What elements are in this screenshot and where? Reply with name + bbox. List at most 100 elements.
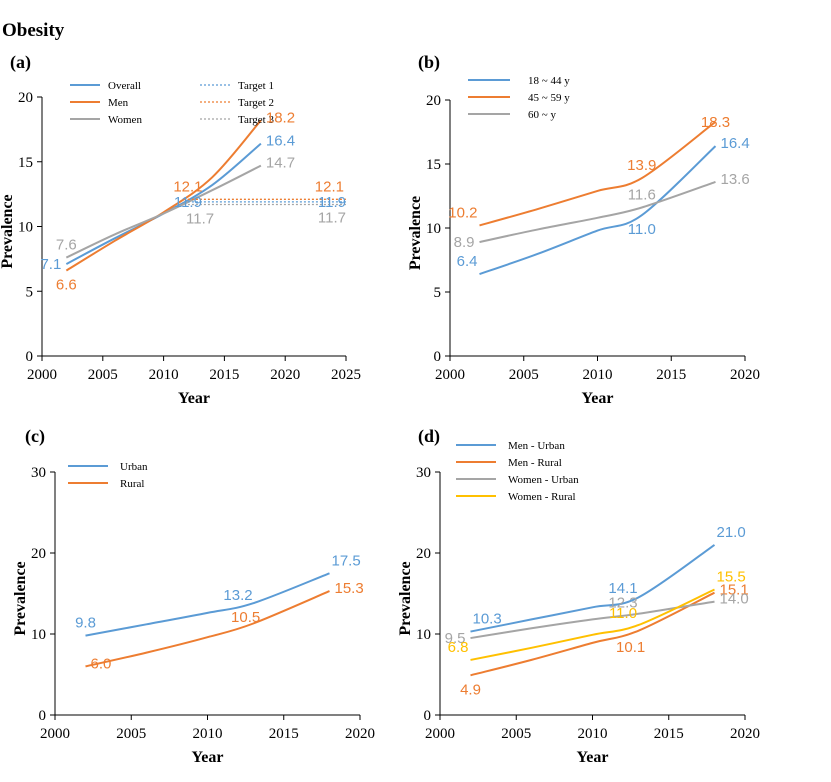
legend-label: Men - Urban (508, 440, 565, 452)
data-label: 18.2 (266, 109, 295, 126)
x-tick-label: 2020 (730, 726, 760, 742)
legend-label: Urban (120, 461, 148, 473)
legend-label: Overall (108, 80, 141, 92)
legend-item: 18 ~ 44 y (468, 75, 570, 87)
x-tick-label: 2015 (209, 367, 239, 383)
data-label: 11.7 (186, 210, 214, 227)
x-tick-label: 2015 (656, 367, 686, 383)
legend-item: Women - Urban (456, 474, 579, 486)
y-tick-label: 10 (18, 220, 33, 236)
legend-label: Women - Urban (508, 474, 579, 486)
data-label: 11.9 (318, 194, 346, 211)
x-tick-label: 2010 (578, 726, 608, 742)
panel-a: (a) 2000 2005 2010 2015 2020 2025 0 5 10 15 20 Year P… (0, 52, 361, 407)
panel-b: (b) 2000 2005 2010 2015 2020 0 5 10 15 20 Year Preva… (407, 52, 760, 407)
data-label: 15.3 (335, 580, 364, 597)
panel-label-a: (a) (10, 52, 31, 73)
data-label: 14.1 (608, 580, 637, 597)
legend-label: Women - Rural (508, 491, 576, 503)
x-tick-label: 2000 (435, 367, 465, 383)
legend-item: Men (70, 97, 129, 109)
x-tick-label: 2000 (27, 367, 57, 383)
legend-item: 45 ~ 59 y (468, 92, 570, 104)
series-line-men-rural (470, 591, 715, 677)
series-line-men-urban (470, 544, 716, 633)
series-line-overall (65, 142, 262, 265)
x-tick-label: 2015 (654, 726, 684, 742)
series-line-45-59-y (479, 121, 717, 227)
legend-label: Men (108, 97, 129, 109)
y-axis-title: Prevalence (407, 196, 424, 270)
y-tick-label: 0 (424, 708, 432, 724)
y-tick-label: 20 (31, 546, 46, 562)
data-label: 13.9 (627, 157, 656, 174)
x-axis-title: Year (582, 390, 614, 407)
series-line-men (65, 119, 262, 272)
data-label: 4.9 (460, 681, 481, 698)
legend-label: Target 3 (238, 114, 274, 126)
data-label: 14.7 (266, 155, 295, 172)
data-label: 11.6 (628, 187, 656, 204)
x-tick-label: 2020 (345, 726, 375, 742)
series-line-women (65, 164, 262, 259)
data-label: 11.7 (318, 209, 346, 226)
legend-item: Rural (68, 478, 144, 490)
y-tick-label: 0 (39, 708, 47, 724)
data-label: 13.2 (223, 587, 252, 604)
x-tick-label: 2010 (583, 367, 613, 383)
y-tick-label: 10 (426, 221, 441, 237)
panel-label-b: (b) (418, 52, 440, 73)
y-axis-title: Prevalence (397, 561, 414, 635)
data-label: 9.8 (75, 615, 96, 632)
series-line-18-44-y (479, 145, 717, 276)
y-tick-label: 10 (416, 627, 431, 643)
y-tick-label: 30 (416, 465, 431, 481)
y-tick-label: 15 (426, 157, 441, 173)
legend-item: Men - Rural (456, 457, 562, 469)
data-label: 12.1 (315, 178, 344, 195)
data-label: 10.2 (448, 204, 477, 221)
legend-label: Target 1 (238, 80, 274, 92)
data-label: 16.4 (721, 135, 750, 152)
legend-label: Men - Rural (508, 457, 562, 469)
data-label: 12.3 (608, 594, 637, 611)
legend-label: Women (108, 114, 142, 126)
data-label: 17.5 (332, 552, 361, 569)
series-line-urban (85, 572, 330, 637)
legend-item: Men - Urban (456, 440, 565, 452)
x-axis-title: Year (178, 390, 210, 407)
y-tick-label: 15 (18, 155, 33, 171)
x-tick-label: 2025 (331, 367, 361, 383)
x-tick-label: 2020 (730, 367, 760, 383)
data-label: 11.9 (174, 194, 202, 211)
series-line-rural (85, 590, 330, 668)
panel-label-d: (d) (418, 426, 440, 447)
panel-label-c: (c) (25, 426, 45, 447)
data-label: 10.3 (473, 611, 502, 628)
legend-item: Overall (70, 80, 141, 92)
data-label: 11.0 (628, 221, 656, 238)
legend-item: Target 1 (200, 80, 274, 92)
legend-label: 60 ~ y (528, 109, 556, 121)
data-label: 7.1 (40, 256, 61, 273)
y-axis-title: Prevalence (12, 561, 29, 635)
data-label: 14.0 (720, 591, 749, 608)
y-tick-label: 20 (416, 546, 431, 562)
legend-label: Target 2 (238, 97, 274, 109)
data-label: 7.6 (56, 237, 77, 254)
y-tick-label: 10 (31, 627, 46, 643)
x-tick-label: 2010 (193, 726, 223, 742)
data-label: 15.5 (717, 568, 746, 585)
x-tick-label: 2005 (88, 367, 118, 383)
y-axis-title: Prevalence (0, 194, 16, 268)
legend-item: Urban (68, 461, 148, 473)
data-label: 15.1 (720, 582, 749, 599)
data-label: 12.1 (173, 178, 202, 195)
y-tick-label: 20 (18, 90, 33, 106)
data-label: 6.0 (91, 655, 112, 672)
legend-label: 18 ~ 44 y (528, 75, 570, 87)
x-tick-label: 2000 (425, 726, 455, 742)
data-label: 21.0 (717, 524, 746, 541)
data-label: 13.6 (721, 171, 750, 188)
x-tick-label: 2015 (269, 726, 299, 742)
